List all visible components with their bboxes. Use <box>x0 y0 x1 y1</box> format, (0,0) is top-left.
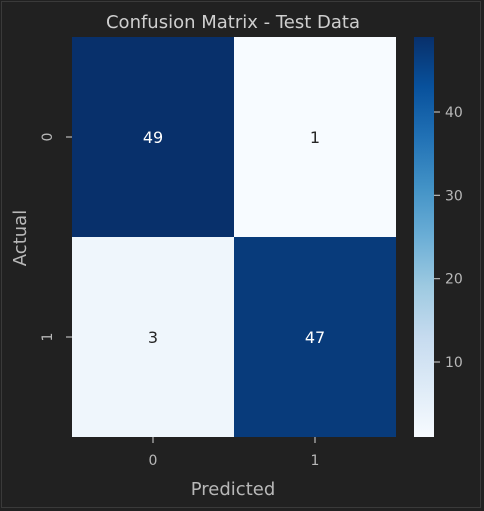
colorbar-tick-label-0: 10 <box>445 355 463 371</box>
x-tick-label-1: 1 <box>311 453 320 469</box>
y-tick-label-0: 0 <box>40 133 56 142</box>
cell-value-0-0: 49 <box>143 128 163 147</box>
y-tick-label-1: 1 <box>40 333 56 342</box>
heatmap-cell-1-1 <box>234 237 396 437</box>
heatmap-cell-1-0 <box>72 237 234 437</box>
y-axis-label: Actual <box>10 210 31 266</box>
colorbar-ticks: 10 20 30 40 <box>434 105 463 371</box>
colorbar <box>414 37 434 437</box>
cell-value-0-1: 1 <box>310 128 320 147</box>
y-axis-ticks: 01 <box>40 133 72 342</box>
heatmap-cell-0-0 <box>72 37 234 237</box>
heatmap-cell-0-1 <box>234 37 396 237</box>
cell-value-1-1: 47 <box>305 328 325 347</box>
x-axis-label: Predicted <box>191 479 276 500</box>
colorbar-tick-label-1: 20 <box>445 272 463 288</box>
colorbar-tick-label-3: 40 <box>445 105 463 121</box>
cell-value-1-0: 3 <box>148 328 158 347</box>
x-tick-label-0: 0 <box>149 453 158 469</box>
heatmap-cells: 49 1 3 47 <box>72 37 396 437</box>
chart-title: Confusion Matrix - Test Data <box>106 12 360 33</box>
colorbar-tick-label-2: 30 <box>445 188 463 204</box>
